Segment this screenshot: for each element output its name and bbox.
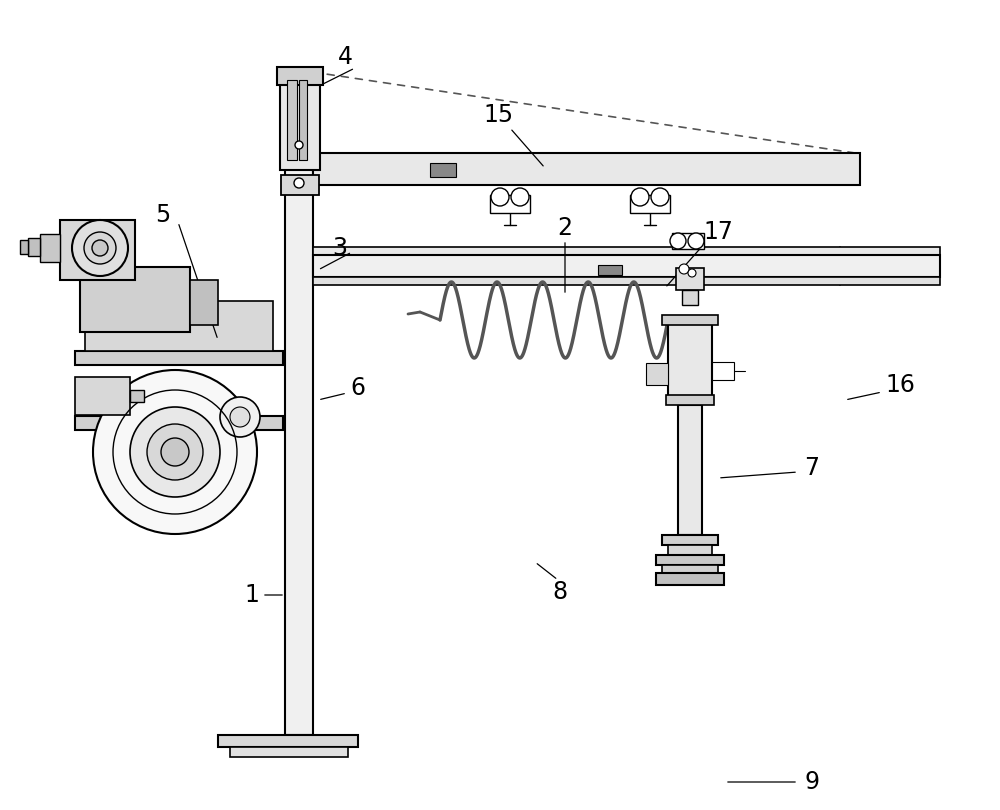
Bar	[676, 268, 704, 290]
Circle shape	[294, 178, 304, 188]
Text: 4: 4	[338, 45, 352, 69]
Bar	[666, 395, 714, 405]
Circle shape	[295, 141, 303, 149]
Bar	[60, 220, 135, 280]
Circle shape	[230, 407, 250, 427]
Circle shape	[679, 264, 689, 274]
Text: 6: 6	[351, 376, 366, 400]
Circle shape	[688, 269, 696, 277]
Bar	[313, 153, 860, 185]
Bar	[490, 195, 530, 213]
Circle shape	[511, 188, 529, 206]
Bar	[630, 195, 670, 213]
Circle shape	[72, 220, 128, 276]
Circle shape	[147, 424, 203, 480]
Bar	[277, 67, 323, 85]
Bar	[682, 290, 698, 305]
Bar	[230, 747, 348, 757]
Circle shape	[93, 370, 257, 534]
Bar	[285, 70, 313, 735]
Bar	[662, 535, 718, 545]
Bar	[656, 573, 724, 585]
Bar	[656, 555, 724, 565]
Circle shape	[161, 438, 189, 466]
Bar	[75, 351, 283, 365]
Text: 8: 8	[552, 580, 568, 604]
Bar	[313, 255, 940, 277]
Text: 2: 2	[558, 216, 572, 240]
Bar	[190, 280, 218, 325]
Bar	[20, 240, 28, 254]
Text: 17: 17	[703, 220, 733, 244]
Bar	[712, 362, 734, 380]
Bar	[75, 416, 283, 430]
Circle shape	[92, 240, 108, 256]
Bar	[75, 377, 130, 415]
Bar	[430, 163, 456, 177]
Bar	[313, 247, 940, 255]
Bar	[28, 238, 40, 256]
Circle shape	[631, 188, 649, 206]
Bar	[646, 363, 668, 385]
Circle shape	[491, 188, 509, 206]
Bar	[85, 301, 273, 351]
Text: 7: 7	[804, 456, 820, 480]
Circle shape	[688, 233, 704, 249]
Circle shape	[670, 233, 686, 249]
Bar	[218, 735, 358, 747]
Bar	[280, 70, 320, 170]
Text: 5: 5	[155, 203, 171, 227]
Bar	[287, 80, 297, 160]
Bar	[678, 405, 702, 535]
Text: 3: 3	[332, 236, 348, 260]
Bar	[299, 80, 307, 160]
Bar	[662, 315, 718, 325]
Bar	[662, 565, 718, 575]
Circle shape	[130, 407, 220, 497]
Circle shape	[84, 232, 116, 264]
Text: 15: 15	[483, 103, 513, 127]
Bar	[598, 265, 622, 275]
Text: 9: 9	[804, 770, 820, 794]
Bar	[40, 234, 60, 262]
Bar	[80, 267, 190, 332]
Text: 16: 16	[885, 373, 915, 397]
Bar	[672, 233, 704, 249]
Bar	[313, 277, 940, 285]
Bar	[668, 545, 712, 555]
Bar	[668, 320, 712, 400]
Text: 1: 1	[245, 583, 259, 607]
Circle shape	[220, 397, 260, 437]
Circle shape	[651, 188, 669, 206]
Bar	[281, 175, 319, 195]
Bar	[130, 390, 144, 402]
